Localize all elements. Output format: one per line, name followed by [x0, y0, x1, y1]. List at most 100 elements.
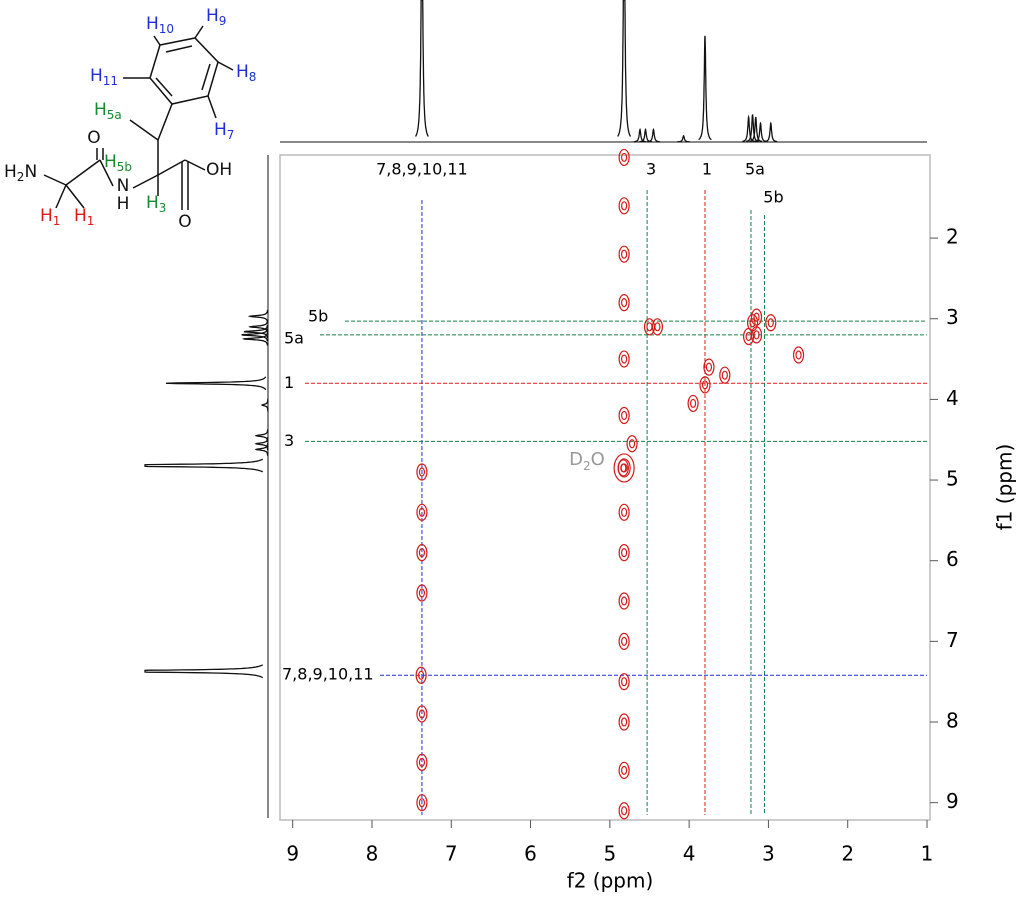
- contour: [618, 148, 630, 167]
- bond: [132, 174, 159, 189]
- assignment-label-top: 7,8,9,10,11: [376, 160, 468, 179]
- atom: H: [4, 162, 17, 182]
- contour: [699, 376, 711, 394]
- contour: [687, 394, 699, 413]
- contour: [618, 544, 630, 562]
- bond: [157, 103, 173, 141]
- atom-label: O: [87, 128, 100, 148]
- left-projection-peak: [254, 429, 269, 443]
- contour: [621, 677, 628, 687]
- left-projection-peak: [241, 332, 269, 346]
- contour: [721, 370, 728, 380]
- y-axis-label: f1 (ppm): [993, 444, 1017, 531]
- atom-label: H5b: [104, 152, 132, 174]
- contour: [418, 757, 426, 767]
- y-tick-label: 6: [946, 547, 959, 571]
- contour: [618, 592, 630, 610]
- contour: [418, 507, 426, 517]
- contour: [705, 362, 713, 372]
- solvent-label: D2O: [569, 449, 605, 473]
- assignment-label-left: 3: [284, 431, 294, 450]
- contour: [753, 312, 760, 322]
- contour: [719, 366, 731, 384]
- assignment-label-top: 1: [702, 160, 712, 179]
- bond: [99, 159, 114, 187]
- y-tick-label: 8: [946, 709, 959, 733]
- left-projection-peak: [165, 376, 267, 391]
- contour: [418, 467, 426, 477]
- contour: [621, 298, 628, 308]
- assignment-label-top: 5a: [745, 160, 765, 179]
- assignment-label-top: 5b: [763, 188, 783, 207]
- y-tick-label: 5: [946, 467, 959, 491]
- solvent-sub: 2: [583, 458, 591, 472]
- top-projection-peak: [698, 35, 712, 141]
- y-tick-label: 2: [946, 225, 959, 249]
- contour: [418, 709, 426, 719]
- contour: [418, 670, 425, 680]
- atom-label: OH: [206, 160, 232, 180]
- left-projection-peak: [144, 458, 264, 473]
- contour: [621, 152, 628, 163]
- contour: [628, 439, 636, 449]
- contour: [703, 358, 715, 376]
- x-tick-label: 8: [366, 842, 379, 866]
- assignment-label-top: 3: [646, 160, 656, 179]
- left-projection-peak: [260, 398, 269, 412]
- bond: [153, 35, 161, 46]
- atom: H: [206, 6, 219, 26]
- atom-label: H1: [74, 206, 94, 228]
- bond: [184, 159, 206, 171]
- top-projection-peak: [414, 0, 429, 137]
- atom-sub: 5a: [107, 108, 122, 122]
- left-projection-peak: [247, 309, 269, 323]
- contour: [621, 636, 628, 646]
- contour: [618, 673, 630, 691]
- contour: [621, 507, 628, 517]
- bond: [217, 61, 234, 71]
- contour: [621, 548, 628, 558]
- atom: H: [214, 120, 227, 140]
- x-tick-label: 5: [603, 842, 616, 866]
- contour: [618, 802, 630, 820]
- contour: [795, 350, 802, 360]
- atom-sub: 2: [17, 170, 25, 184]
- atom-sub: 5b: [117, 160, 132, 174]
- x-tick-label: 9: [286, 842, 299, 866]
- y-tick-label: 7: [946, 628, 959, 652]
- atom-sub: 9: [219, 14, 227, 28]
- atom-label: H10: [146, 14, 174, 36]
- contour: [626, 435, 638, 453]
- atom-label: H9: [206, 6, 226, 28]
- y-tick-label: 4: [946, 386, 959, 410]
- atom-sub: 7: [227, 128, 235, 142]
- contour: [701, 380, 709, 390]
- contour: [621, 354, 628, 364]
- contour: [621, 201, 628, 211]
- top-projection-peak: [749, 116, 763, 143]
- atom-sub: 1: [53, 214, 61, 228]
- contour: [416, 705, 428, 723]
- bond: [65, 159, 101, 186]
- x-axis-label: f2 (ppm): [567, 869, 654, 893]
- x-tick-label: 3: [762, 842, 775, 866]
- contour: [418, 588, 426, 598]
- atom-label: H3: [146, 193, 166, 215]
- atom: H: [236, 62, 249, 82]
- left-projection-peak: [243, 324, 269, 339]
- top-projection-peak: [633, 128, 647, 143]
- atom: H: [94, 100, 107, 120]
- molecule: H10 H9 H8 H7 H11 H5a H5b H3 H1 H1 H2N O …: [4, 6, 256, 232]
- atom-label: H8: [236, 62, 256, 84]
- bond: [194, 25, 204, 39]
- bond: [201, 63, 211, 91]
- assignment-label-left: 5b: [308, 307, 328, 326]
- atom-label: O: [178, 212, 191, 232]
- contour: [416, 544, 428, 562]
- contour: [621, 596, 628, 606]
- y-tick-label: 3: [946, 305, 959, 329]
- solvent-contour: [620, 463, 628, 473]
- contour: [618, 350, 630, 368]
- contour: [618, 503, 630, 521]
- atom-sub: 10: [159, 22, 174, 36]
